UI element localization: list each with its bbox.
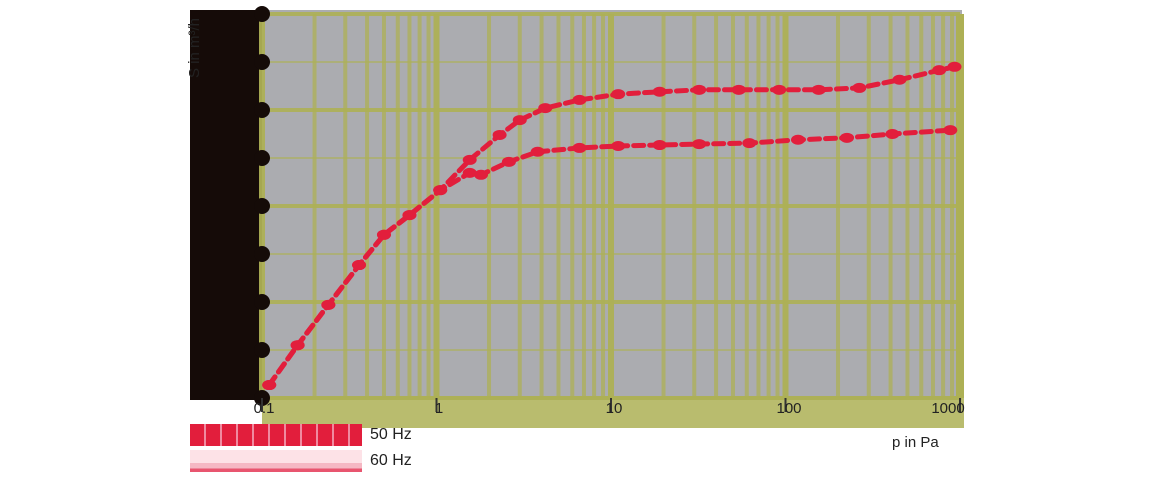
series-layer <box>262 61 962 391</box>
x-tick-label-1: 1 <box>434 400 444 417</box>
axis-ticks <box>254 6 961 412</box>
legend-swatch-50hz <box>190 424 362 446</box>
y-axis-block <box>190 10 262 400</box>
legend-label-50hz: 50 Hz <box>370 426 412 443</box>
legend-item-60hz: 60 Hz <box>190 450 420 472</box>
x-tick-label-1000: 1000 <box>931 400 965 417</box>
x-tick-label-100: 100 <box>776 400 802 417</box>
legend-label-60hz: 60 Hz <box>370 452 412 469</box>
grid-lines <box>259 12 964 428</box>
x-tick-label-10: 10 <box>605 400 623 417</box>
x-axis-label: p in Pa <box>892 434 939 451</box>
x-tick-label-0.1: 0.1 <box>253 400 275 417</box>
legend: 50 Hz 60 Hz <box>190 422 420 478</box>
legend-swatch-60hz <box>190 450 362 472</box>
series-50hz <box>262 61 962 391</box>
legend-item-50hz: 50 Hz <box>190 424 420 446</box>
